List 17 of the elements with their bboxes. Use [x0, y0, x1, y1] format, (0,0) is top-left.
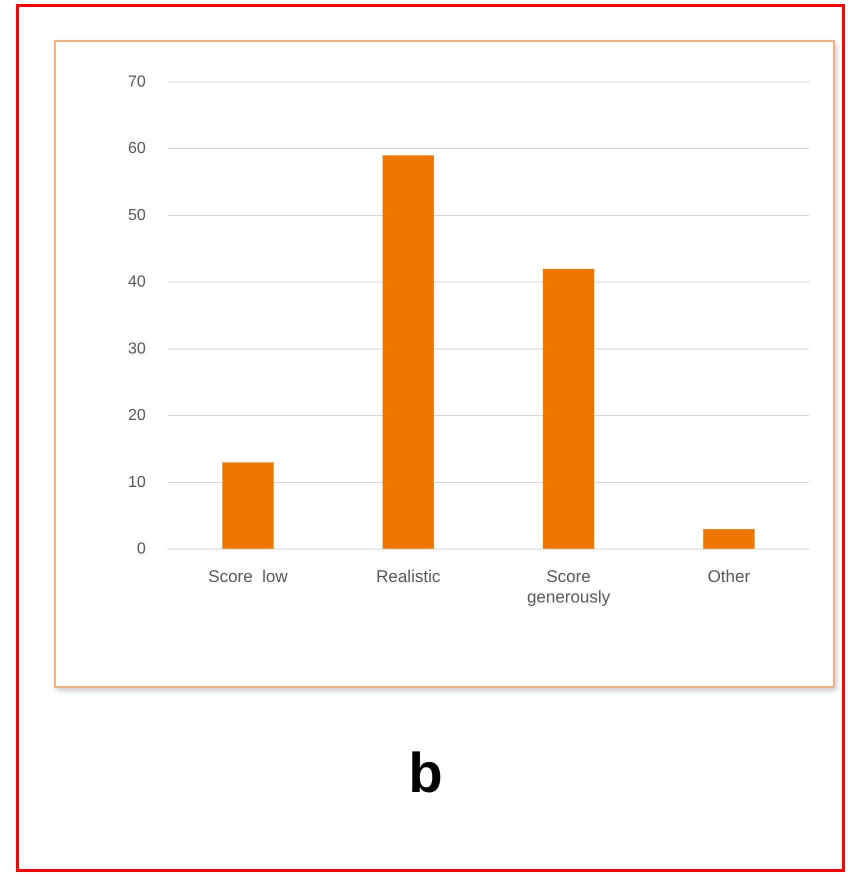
- bar: [542, 268, 594, 549]
- text: b: [407, 740, 444, 805]
- y-tick-label: 20: [128, 407, 146, 424]
- x-tick-label: Other: [708, 567, 750, 586]
- y-tick-label: 60: [128, 140, 146, 158]
- y-tick-label: 0: [136, 540, 146, 558]
- x-tick-label: Score low: [208, 567, 288, 586]
- y-tick-label: 30: [128, 340, 146, 358]
- x-tick-label: Realistic: [376, 567, 441, 586]
- bar: [382, 155, 434, 549]
- bar: [703, 529, 754, 549]
- y-tick-label: 10: [128, 474, 146, 491]
- bar: [222, 462, 274, 549]
- y-tick-label: 70: [128, 73, 146, 90]
- y-tick-label: 50: [128, 206, 146, 224]
- y-tick-label: 40: [128, 274, 146, 291]
- x-tick-label: Score generously: [526, 567, 611, 606]
